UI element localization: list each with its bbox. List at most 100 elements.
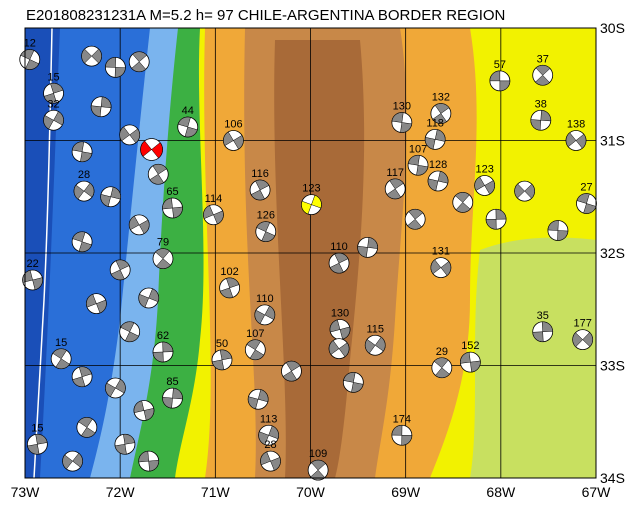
depth-label: 106: [224, 119, 242, 131]
beachball-quadrant: [338, 342, 350, 358]
beachball-quadrant: [81, 48, 92, 64]
beachball-quadrant: [162, 197, 173, 210]
depth-label: 110: [256, 293, 274, 305]
beachball-quadrant: [540, 110, 552, 122]
beachball-quadrant: [123, 434, 136, 445]
depth-label: 130: [393, 101, 411, 113]
beachball-quadrant: [203, 205, 214, 219]
depth-label: 132: [432, 92, 450, 104]
depth-label: 117: [386, 167, 404, 179]
beachball-quadrant: [155, 248, 170, 259]
beachball-quadrant: [80, 427, 96, 438]
beachball-quadrant: [401, 434, 413, 446]
beachball-quadrant: [143, 407, 155, 421]
depth-label: 38: [535, 98, 547, 110]
beachball-quadrant: [434, 129, 446, 142]
trench-line: [33, 27, 53, 479]
depth-label: 110: [330, 241, 348, 253]
beachball-quadrant: [367, 237, 378, 249]
depth-label: 126: [257, 210, 275, 222]
beachball-quadrant: [391, 425, 403, 436]
beachball-quadrant: [105, 382, 116, 398]
beachball-quadrant: [256, 221, 271, 232]
beachball-quadrant: [535, 65, 551, 76]
beachball-quadrant: [73, 184, 85, 200]
beachball-quadrant: [255, 179, 270, 191]
beachball-quadrant: [91, 48, 102, 64]
y-tick-label: 33S: [600, 358, 625, 374]
beachball-quadrant: [62, 454, 73, 470]
beachball-quadrant: [430, 259, 442, 275]
beachball-quadrant: [440, 261, 452, 276]
beachball-quadrant: [52, 348, 67, 360]
depth-label: 114: [205, 193, 223, 205]
beachball-quadrant: [172, 387, 183, 400]
beachball-quadrant: [485, 218, 497, 230]
beachball-quadrant: [285, 360, 301, 372]
beachball-quadrant: [424, 136, 436, 150]
depth-label: 79: [157, 237, 169, 249]
map-frame: [24, 27, 597, 479]
depth-label: 115: [366, 323, 384, 335]
depth-label: 118: [426, 117, 444, 129]
x-tick-label: 67W: [582, 484, 612, 500]
beachball-quadrant: [389, 178, 404, 190]
beachball-quadrant: [152, 164, 167, 175]
beachball-quadrant: [268, 425, 279, 440]
beachball-quadrant: [282, 370, 298, 382]
beachball-quadrant: [110, 186, 121, 200]
beachball-quadrant: [78, 417, 93, 428]
depth-label: 138: [567, 119, 585, 131]
beachball-quadrant: [460, 351, 471, 364]
beachball-quadrant: [138, 293, 150, 308]
depth-label: 44: [182, 105, 194, 117]
depth-label: 107: [409, 143, 427, 155]
beachball-quadrant: [151, 142, 163, 159]
depth-label: 12: [24, 38, 36, 50]
plain: [470, 237, 596, 478]
depth-label: 123: [475, 164, 493, 176]
beachball-quadrant: [301, 200, 312, 215]
beachball-quadrant: [575, 133, 587, 149]
depth-label: 50: [216, 338, 228, 350]
beachball-quadrant: [233, 135, 244, 150]
beachball-quadrant: [547, 220, 559, 231]
beachball-quadrant: [80, 151, 93, 162]
beachball-quadrant: [432, 113, 447, 124]
beachball-quadrant: [386, 188, 402, 200]
beachball-quadrant: [455, 202, 471, 213]
beachball-quadrant: [416, 164, 429, 176]
beachball-quadrant: [427, 178, 439, 192]
beachball-quadrant: [156, 258, 171, 269]
beachball-quadrant: [246, 339, 261, 351]
beachball-quadrant: [72, 376, 86, 387]
beachball-quadrant: [78, 241, 92, 252]
beachball-quadrant: [254, 309, 266, 325]
beachball-quadrant: [484, 180, 495, 195]
beachball-quadrant: [391, 112, 404, 123]
depth-label: 32: [47, 98, 59, 110]
beachball-quadrant: [115, 259, 130, 271]
beachball-quadrant: [32, 277, 43, 291]
depth-label: 174: [393, 413, 411, 425]
beachball-quadrant: [120, 321, 135, 333]
beachball-quadrant: [434, 103, 450, 114]
depth-label: 15: [31, 422, 43, 434]
y-tick-label: 32S: [600, 245, 625, 261]
beachball-quadrant: [557, 230, 569, 241]
beachball-quadrant: [149, 173, 165, 185]
beachball-quadrant: [433, 357, 449, 369]
beachball-quadrant: [148, 459, 159, 472]
depth-label: 28: [264, 439, 276, 451]
beachball-quadrant: [138, 450, 149, 463]
beachball-quadrant: [25, 59, 40, 70]
beachball-quadrant: [114, 443, 127, 455]
beachball-quadrant: [119, 126, 131, 142]
beachball-quadrant: [55, 358, 70, 369]
beachball-quadrant: [162, 396, 173, 409]
beachball-quadrant: [454, 192, 470, 203]
beachball-quadrant: [90, 105, 102, 117]
beachball-quadrant: [437, 170, 449, 184]
beachball-quadrant: [311, 459, 326, 471]
beachball-quadrant: [128, 215, 140, 231]
